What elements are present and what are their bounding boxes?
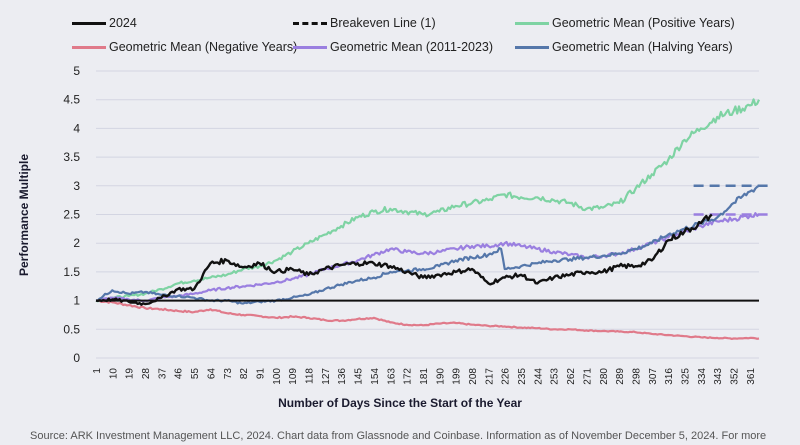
x-tick-label: 217 <box>484 368 495 385</box>
x-tick-label: 298 <box>631 368 642 385</box>
x-tick-label: 190 <box>435 368 446 385</box>
x-tick-label: 118 <box>305 368 316 384</box>
x-tick-label: 235 <box>517 368 528 385</box>
y-tick-label: 3 <box>73 179 80 193</box>
y-tick-label: 1.5 <box>63 265 80 279</box>
legend-swatch-breakeven <box>293 21 327 25</box>
legend-label: Breakeven Line (1) <box>330 16 436 30</box>
grid-lines <box>96 70 759 359</box>
x-tick-label: 325 <box>681 368 692 385</box>
x-tick-label: 271 <box>582 368 593 385</box>
x-tick-label: 208 <box>468 368 479 385</box>
x-tick-label: 127 <box>321 368 332 385</box>
series-lines <box>95 98 761 340</box>
legend-item-negative: Geometric Mean (Negative Years) <box>72 40 297 54</box>
x-tick-label: 307 <box>648 368 659 385</box>
x-tick-label: 334 <box>697 368 708 385</box>
x-tick-label: 181 <box>419 368 430 385</box>
legend-item-breakeven: Breakeven Line (1) <box>293 16 436 30</box>
x-tick-label: 91 <box>255 368 266 380</box>
x-tick-label: 100 <box>272 368 283 385</box>
x-tick-label: 82 <box>239 368 250 380</box>
x-tick-label: 289 <box>615 368 626 385</box>
x-tick-label: 64 <box>206 368 217 380</box>
x-tick-label: 1 <box>92 368 103 374</box>
y-axis-label: Performance Multiple <box>17 153 31 277</box>
x-tick-label: 109 <box>288 368 299 385</box>
legend-label: Geometric Mean (Positive Years) <box>552 16 735 30</box>
legend-label: Geometric Mean (Negative Years) <box>109 40 298 54</box>
series-negative-years <box>95 299 760 340</box>
legend-swatch-halving <box>515 45 549 49</box>
y-tick-label: 2 <box>73 236 80 250</box>
x-axis-label: Number of Days Since the Start of the Ye… <box>278 396 522 410</box>
x-tick-label: 253 <box>550 368 561 385</box>
source-note: Source: ARK Investment Management LLC, 2… <box>30 430 767 442</box>
x-tick-label: 136 <box>337 368 348 385</box>
x-tick-label: 244 <box>533 368 544 385</box>
x-tick-label: 316 <box>664 368 675 385</box>
series-positive-years <box>95 98 761 303</box>
x-tick-label: 154 <box>370 368 381 385</box>
y-tick-label: 1 <box>73 294 80 308</box>
series-2024 <box>95 213 713 306</box>
x-tick-label: 163 <box>386 368 397 385</box>
y-tick-label: 0.5 <box>63 322 80 336</box>
x-tick-label: 19 <box>125 368 136 380</box>
x-tick-label: 262 <box>566 368 577 385</box>
legend-label: Geometric Mean (Halving Years) <box>552 40 733 54</box>
x-tick-label: 55 <box>190 368 201 380</box>
legend-label: 2024 <box>109 16 137 30</box>
x-tick-label: 280 <box>599 368 610 385</box>
legend-swatch-negative <box>72 45 106 49</box>
legend-label: Geometric Mean (2011-2023) <box>330 40 494 54</box>
annotations <box>693 184 771 216</box>
y-tick-label: 3.5 <box>63 150 80 164</box>
x-tick-label: 145 <box>354 368 365 385</box>
legend-item-halving: Geometric Mean (Halving Years) <box>515 40 733 54</box>
y-tick-label: 0 <box>73 351 80 365</box>
x-tick-label: 28 <box>141 368 152 380</box>
x-tick-label: 199 <box>452 368 463 385</box>
legend-item-2024: 2024 <box>72 16 137 30</box>
y-tick-labels: 0 0.5 1 1.5 2 2.5 3 3.5 4 4.5 5 <box>63 64 80 365</box>
legend-item-2011-2023: Geometric Mean (2011-2023) <box>293 40 493 54</box>
x-tick-label: 352 <box>730 368 741 385</box>
chart-legend: 2024 Breakeven Line (1) Geometric Mean (… <box>0 0 800 60</box>
x-tick-label: 361 <box>746 368 757 385</box>
legend-swatch-2011-2023 <box>293 45 327 49</box>
x-tick-label: 73 <box>223 368 234 380</box>
x-tick-label: 37 <box>157 368 168 380</box>
x-tick-label: 172 <box>403 368 414 385</box>
y-tick-label: 4.5 <box>63 93 80 107</box>
y-tick-label: 5 <box>73 64 80 78</box>
x-tick-label: 10 <box>108 368 119 380</box>
y-tick-label: 2.5 <box>63 208 80 222</box>
legend-item-positive: Geometric Mean (Positive Years) <box>515 16 735 30</box>
y-tick-label: 4 <box>73 121 80 135</box>
x-tick-label: 343 <box>713 368 724 385</box>
legend-swatch-positive <box>515 21 549 25</box>
x-tick-label: 46 <box>174 368 185 380</box>
legend-swatch-2024 <box>72 21 106 25</box>
x-tick-labels: 1 10 19 28 37 46 55 64 73 82 91 100 109 118 127 136 145 1… <box>92 368 757 385</box>
x-tick-label: 226 <box>501 368 512 385</box>
